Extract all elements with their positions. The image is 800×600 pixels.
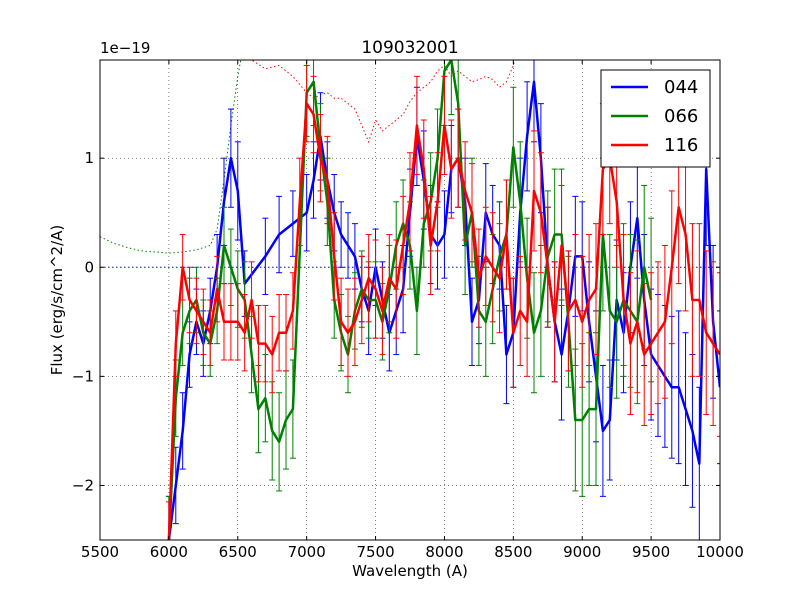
legend-label: 044 <box>664 77 698 98</box>
plot-frame <box>99 59 721 541</box>
x-tick-label: 6000 <box>150 543 188 561</box>
x-tick-label: 6500 <box>219 543 257 561</box>
x-tick-label: 7000 <box>288 543 326 561</box>
ticks: 5500 6000 6500 7000 7500 8000 8500 9000 9500 1000… <box>72 60 744 561</box>
legend: 044 066 116 <box>600 69 711 168</box>
x-tick-label: 9000 <box>563 543 601 561</box>
y-tick-label: 1 <box>84 149 94 167</box>
legend-label: 116 <box>664 135 698 156</box>
series-116 <box>165 64 720 540</box>
x-tick-label: 9500 <box>632 543 670 561</box>
y-axis-label: Flux (erg/s/cm^2/A) <box>48 225 66 376</box>
x-tick-label: 10000 <box>696 543 744 561</box>
y-tick-label: −2 <box>72 476 94 494</box>
legend-label: 066 <box>664 106 698 127</box>
green-sky-line <box>100 60 242 254</box>
x-tick-label: 7500 <box>356 543 394 561</box>
y-tick-label: 0 <box>84 258 94 276</box>
x-tick-label: 8000 <box>425 543 463 561</box>
y-offset-text: 1e−19 <box>100 39 150 57</box>
x-axis-label: Wavelength (A) <box>352 562 468 580</box>
series <box>165 60 720 540</box>
series-line-066 <box>167 60 653 540</box>
y-tick-label: −1 <box>72 367 94 385</box>
chart-title: 109032001 <box>361 38 458 58</box>
x-tick-label: 5500 <box>81 543 119 561</box>
x-tick-label: 8500 <box>494 543 532 561</box>
series-line-116 <box>167 102 720 540</box>
